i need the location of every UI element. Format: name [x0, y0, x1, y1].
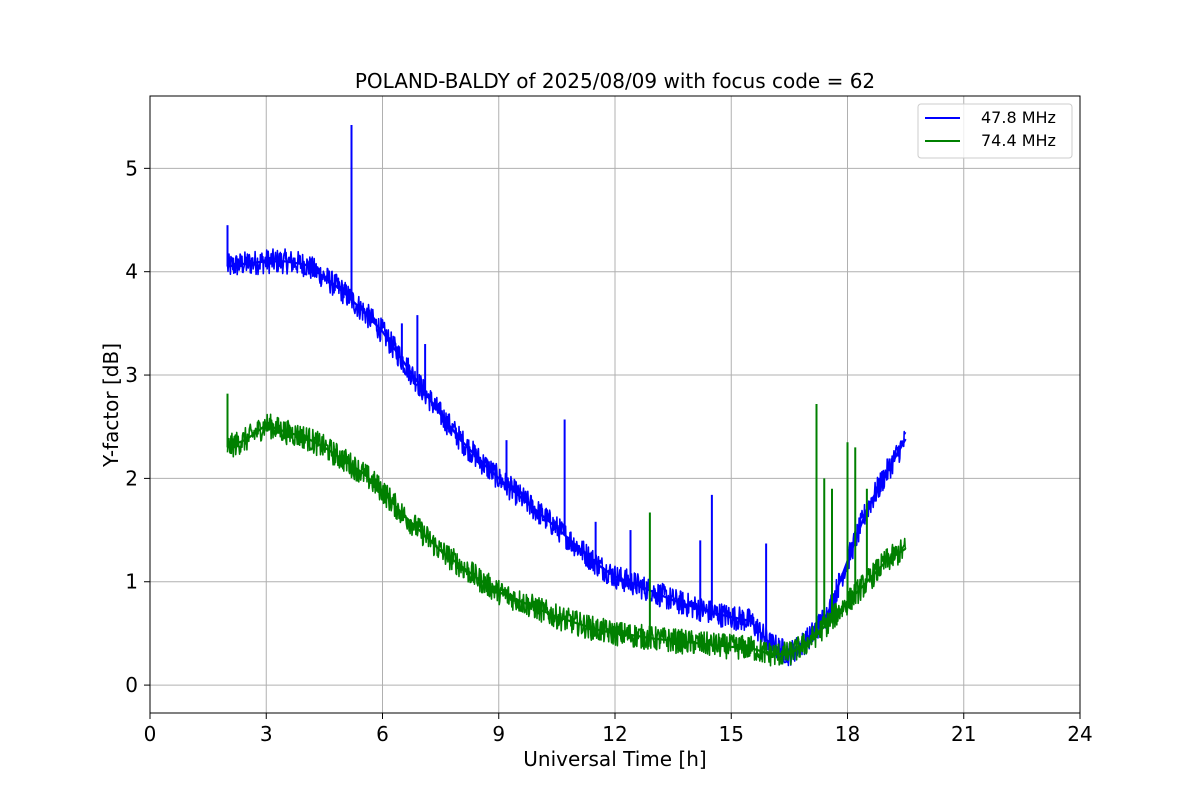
series-line-47-8-mhz	[226, 248, 907, 667]
x-tick-label: 0	[144, 722, 157, 746]
legend-label-74-4-mhz: 74.4 MHz	[981, 131, 1056, 150]
series-47-8-mhz	[226, 124, 907, 667]
x-tick-label: 21	[951, 722, 976, 746]
x-tick-label: 18	[835, 722, 860, 746]
series-74-4-mhz	[226, 393, 907, 667]
x-tick-label: 9	[492, 722, 505, 746]
y-tick-label: 2	[125, 466, 138, 490]
x-axis-label: Universal Time [h]	[523, 747, 706, 771]
x-tick-label: 3	[260, 722, 273, 746]
x-tick-label: 15	[719, 722, 744, 746]
y-tick-label: 5	[125, 156, 138, 180]
series-trend-74-4-mhz	[227, 423, 907, 656]
x-tick-label: 12	[602, 722, 627, 746]
y-axis-label: Y-factor [dB]	[99, 343, 123, 468]
y-tick-label: 4	[125, 260, 138, 284]
x-tick-label: 24	[1067, 722, 1092, 746]
x-tick-label: 6	[376, 722, 389, 746]
series-line-74-4-mhz	[226, 413, 907, 667]
legend-label-47-8-mhz: 47.8 MHz	[981, 108, 1056, 127]
chart-title: POLAND-BALDY of 2025/08/09 with focus co…	[355, 69, 875, 93]
legend: 47.8 MHz 74.4 MHz	[917, 103, 1073, 159]
y-tick-label: 1	[125, 570, 138, 594]
y-tick-label: 3	[125, 363, 138, 387]
series-layer	[226, 124, 907, 667]
y-tick-label: 0	[125, 673, 138, 697]
